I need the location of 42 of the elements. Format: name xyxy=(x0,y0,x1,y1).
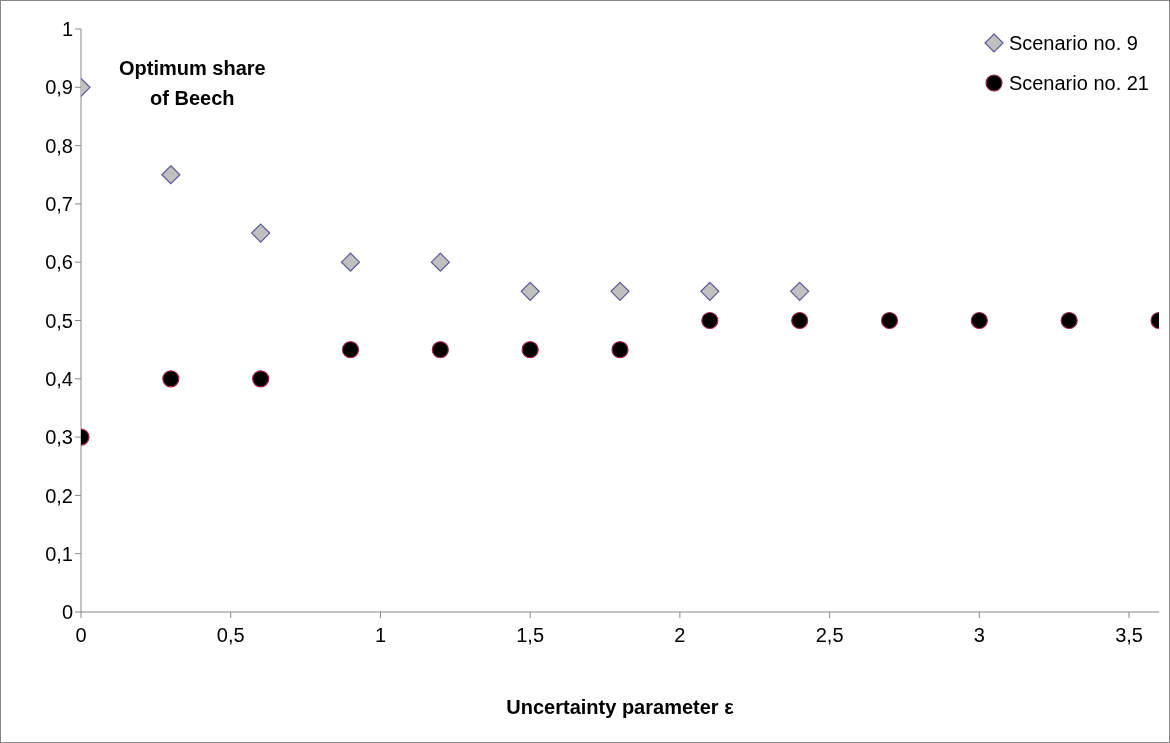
y-tick-label: 0,6 xyxy=(45,251,73,274)
point xyxy=(880,311,899,330)
point xyxy=(970,311,988,330)
y-tick-label: 0,1 xyxy=(45,542,73,565)
point xyxy=(430,252,450,272)
text: Optimum share of Beech xyxy=(119,56,266,111)
x-tick-label: 1,5 xyxy=(516,624,545,647)
point xyxy=(791,311,809,330)
legend-label: Scenario no. 9 xyxy=(1008,31,1138,55)
y-tick-label: 0,7 xyxy=(45,193,73,215)
y-tick-label: 1 xyxy=(61,18,73,41)
point xyxy=(431,341,449,359)
y-tick-label: 0,8 xyxy=(45,134,73,157)
x-tick-label: 0 xyxy=(75,624,87,647)
point xyxy=(252,370,270,388)
y-tick-label: 0 xyxy=(61,601,73,624)
point xyxy=(161,165,181,185)
point xyxy=(341,341,360,359)
x-tick-label: 3 xyxy=(973,624,985,647)
point xyxy=(611,341,629,359)
legend-label: Scenario no. 21 xyxy=(1008,71,1149,95)
point xyxy=(251,223,271,243)
x-tick-label: 1 xyxy=(374,624,387,647)
point xyxy=(610,281,630,301)
point xyxy=(790,281,810,301)
point xyxy=(1060,311,1078,330)
point xyxy=(340,252,361,272)
y-tick-label: 0,5 xyxy=(45,309,73,332)
x-tick-label: 2,5 xyxy=(815,624,844,647)
x-tick-label: 2 xyxy=(674,624,686,647)
y-tick-label: 0,9 xyxy=(45,76,73,99)
point xyxy=(701,311,719,330)
y-tick-label: 0,3 xyxy=(45,426,73,449)
y-tick-label: 0,2 xyxy=(45,484,73,507)
point xyxy=(521,341,539,359)
x-axis-title: Uncertainty parameter ε xyxy=(506,696,735,718)
point xyxy=(520,281,540,301)
point xyxy=(162,370,180,388)
x-tick-label: 3,5 xyxy=(1115,624,1143,647)
point xyxy=(700,281,720,301)
x-tick-label: 0,5 xyxy=(216,624,245,647)
y-tick-label: 0,4 xyxy=(45,367,73,390)
